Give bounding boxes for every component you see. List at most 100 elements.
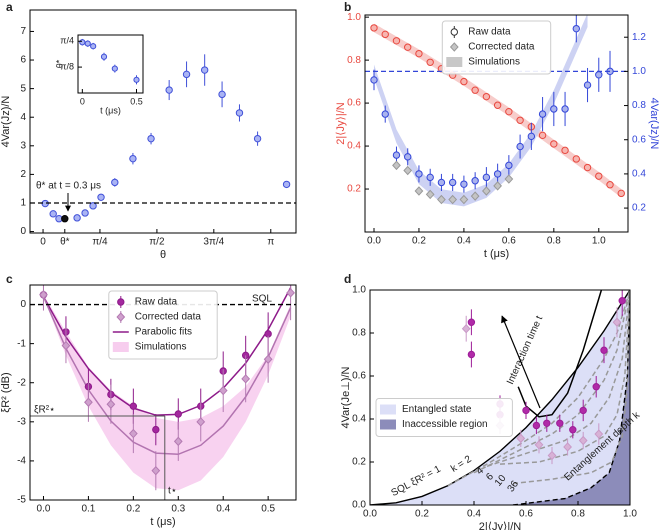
y2-tick-label: 1.0 (632, 66, 646, 77)
marker (460, 180, 468, 188)
legend-label: Simulations (135, 342, 187, 353)
y-tick-label: 1 (20, 198, 26, 209)
x-axis-label: t (μs) (100, 105, 121, 115)
x-tick-label: 0.2 (126, 504, 140, 515)
marker (61, 215, 69, 223)
marker (437, 194, 446, 205)
marker (73, 214, 81, 222)
marker (218, 90, 226, 99)
x-tick-label: 0.3 (171, 504, 185, 515)
marker (556, 419, 564, 427)
marker (79, 39, 86, 46)
x-tick-label: 0.0 (363, 509, 377, 520)
panel-letter: d (344, 272, 351, 286)
simulation-band (373, 15, 588, 207)
legend-swatch (112, 342, 129, 352)
marker (282, 180, 291, 189)
panel: 0.0 0.2 0.4 0.6 0.8 1.0 0.2 0.4 0.6 0.8 1.0 0.2 0.4 0… (335, 0, 660, 260)
marker (471, 86, 479, 94)
marker (448, 178, 457, 187)
marker (61, 340, 71, 351)
marker (617, 189, 625, 198)
legend-label: Inaccessible region (402, 419, 488, 430)
simulation-band (43, 294, 291, 491)
y-tick-label: 2 (20, 169, 26, 180)
marker (392, 160, 401, 171)
legend-label: Entangled state (402, 404, 472, 415)
legend-label: Parabolic fits (135, 327, 192, 338)
marker (235, 109, 244, 117)
panel-letter: b (344, 0, 351, 14)
x-tick-label: 0.5 (261, 504, 275, 515)
legend-swatch (380, 419, 396, 430)
marker (538, 131, 547, 140)
x-tick-label: 0.4 (216, 504, 230, 515)
y-tick-label: 4 (20, 112, 26, 123)
marker (595, 71, 603, 79)
marker (111, 178, 119, 187)
x-tick-label: 0.2 (412, 236, 426, 247)
x-tick-label: 3π/4 (203, 237, 224, 248)
x-tick-label: 0.2 (415, 509, 429, 520)
plot-area (30, 10, 296, 233)
marker (173, 436, 183, 447)
y-tick-label: -5 (17, 495, 26, 506)
marker (578, 435, 588, 446)
legend-label: Raw data (468, 27, 511, 38)
marker (89, 202, 97, 210)
y-tick-label: 0 (20, 226, 26, 237)
marker (592, 383, 600, 391)
y-axis-label: θ* (54, 59, 64, 68)
plot-frame (369, 289, 631, 506)
marker (287, 264, 293, 270)
marker (106, 399, 116, 409)
y-tick-label: 7 (20, 26, 26, 37)
y2-tick-label: 1.2 (632, 32, 646, 43)
y-tick-label: 0.4 (347, 141, 361, 152)
legend-label: Corrected data (135, 312, 202, 323)
marker (174, 410, 182, 418)
marker (415, 170, 423, 178)
marker (392, 151, 401, 159)
legend-marker (450, 28, 458, 36)
x-axis-label: t (μs) (484, 248, 509, 260)
plot-frame (364, 14, 629, 233)
y-axis-label: 4Var(Je⊥)/N (340, 366, 352, 428)
y-tick-label: 0.2 (347, 184, 361, 195)
annotation: t⋆ (168, 486, 177, 497)
marker (49, 210, 57, 218)
x-axis-label: θ (160, 249, 166, 261)
annotation: ξR²⋆ (34, 405, 55, 416)
marker (459, 194, 469, 205)
marker (561, 146, 569, 155)
y-tick-label: 0.6 (352, 371, 366, 382)
marker (482, 173, 491, 182)
marker (493, 170, 502, 178)
marker (415, 49, 423, 58)
y-tick-label: 0.4 (352, 414, 366, 425)
marker (482, 92, 491, 101)
marker (404, 43, 412, 51)
marker (448, 194, 458, 205)
annotation: 4 (475, 465, 487, 477)
panel: 0.0 0.2 0.4 0.6 0.8 1.0 0.0 0.2 0.4 0.6 0.8 1.0 2|⟨J… (340, 272, 643, 530)
marker (543, 419, 551, 427)
legend-label: Simulations (468, 57, 520, 68)
marker (263, 354, 273, 365)
y-axis-label: ξR² (dB) (0, 372, 12, 412)
marker (505, 161, 513, 170)
x-tick-label: 0.0 (367, 236, 381, 247)
marker (563, 442, 572, 452)
marker (437, 178, 446, 187)
line (42, 287, 292, 416)
x-tick-label: 0.5 (130, 96, 143, 106)
legend-swatch (380, 404, 396, 415)
x-tick-label: 0.4 (457, 236, 471, 247)
y2-axis-label: 4Var(Jz)/N (648, 98, 660, 150)
y-tick-label: π/8 (60, 61, 74, 71)
marker (618, 297, 626, 305)
x-tick-label: π (267, 237, 274, 248)
x-tick-label: θ* (60, 237, 70, 248)
marker (381, 110, 389, 118)
marker (467, 350, 476, 359)
